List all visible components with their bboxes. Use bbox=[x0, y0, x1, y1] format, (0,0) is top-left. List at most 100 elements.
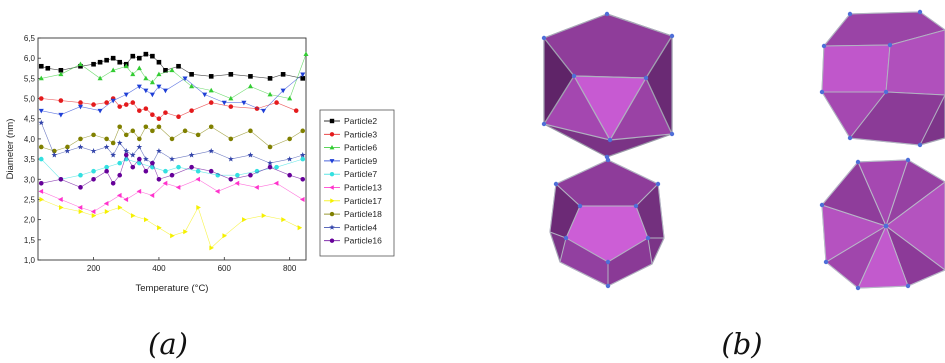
data-point bbox=[248, 74, 253, 79]
data-point bbox=[195, 168, 201, 174]
data-point bbox=[176, 164, 181, 170]
data-point bbox=[150, 53, 155, 59]
data-point bbox=[188, 152, 195, 158]
data-point bbox=[91, 168, 96, 174]
data-point bbox=[64, 148, 71, 154]
data-point bbox=[104, 100, 109, 105]
data-point bbox=[169, 67, 175, 73]
data-point bbox=[228, 136, 234, 142]
data-point bbox=[38, 75, 44, 81]
data-point bbox=[143, 124, 149, 130]
data-point bbox=[208, 168, 214, 174]
data-point bbox=[228, 72, 234, 77]
y-tick-label: 1,5 bbox=[24, 236, 36, 245]
data-point bbox=[156, 84, 162, 90]
data-point bbox=[261, 213, 267, 219]
data-point bbox=[38, 96, 44, 101]
data-point bbox=[59, 204, 64, 211]
data-point bbox=[189, 83, 195, 89]
data-point bbox=[38, 108, 44, 114]
data-point bbox=[280, 72, 286, 77]
legend-marker bbox=[329, 172, 335, 177]
data-point bbox=[267, 76, 273, 81]
data-point bbox=[183, 229, 188, 235]
data-point bbox=[104, 168, 109, 174]
data-point bbox=[221, 100, 227, 106]
data-point bbox=[248, 128, 253, 134]
legend-label: Particle9 bbox=[344, 156, 377, 166]
y-tick-label: 1,0 bbox=[24, 256, 36, 265]
data-point bbox=[45, 65, 51, 71]
data-point bbox=[123, 102, 129, 107]
x-tick-label: 400 bbox=[152, 264, 166, 273]
data-point bbox=[117, 59, 123, 65]
data-point bbox=[129, 152, 136, 158]
data-point bbox=[209, 245, 214, 251]
data-point bbox=[123, 92, 129, 98]
data-point bbox=[116, 192, 122, 198]
legend-entry: Particle9 bbox=[324, 156, 377, 166]
data-point bbox=[227, 156, 234, 162]
legend-entry: Particle17 bbox=[324, 196, 382, 206]
data-point bbox=[156, 148, 162, 154]
data-point bbox=[156, 71, 162, 77]
data-point bbox=[281, 217, 286, 223]
legend-marker bbox=[329, 159, 335, 164]
data-point bbox=[91, 61, 96, 67]
plot-frame bbox=[37, 37, 307, 261]
series-particle13 bbox=[38, 176, 305, 215]
data-point bbox=[208, 148, 215, 154]
data-point bbox=[300, 176, 306, 182]
data-point bbox=[78, 100, 83, 105]
data-point bbox=[235, 172, 240, 178]
x-axis-title: Temperature (°C) bbox=[136, 283, 209, 294]
y-tick-label: 2,0 bbox=[24, 216, 36, 225]
data-point bbox=[300, 128, 306, 134]
data-point bbox=[78, 185, 83, 190]
data-point bbox=[90, 209, 96, 215]
legend-label: Particle13 bbox=[344, 183, 382, 193]
data-point bbox=[182, 128, 188, 134]
data-point bbox=[208, 100, 214, 105]
data-point bbox=[90, 148, 97, 154]
data-point bbox=[130, 164, 136, 170]
legend-label: Particle6 bbox=[344, 143, 377, 153]
data-point bbox=[38, 188, 44, 194]
data-point bbox=[196, 204, 201, 211]
data-point bbox=[58, 71, 64, 77]
y-tick-label: 5,0 bbox=[24, 95, 36, 104]
data-point bbox=[300, 156, 306, 162]
series-layer bbox=[38, 51, 309, 251]
data-point bbox=[149, 92, 155, 98]
data-point bbox=[202, 92, 208, 98]
data-point bbox=[242, 217, 247, 223]
data-point bbox=[195, 176, 200, 182]
data-point bbox=[77, 204, 83, 211]
data-point bbox=[136, 143, 143, 150]
data-point bbox=[137, 156, 142, 162]
data-point bbox=[110, 140, 116, 146]
data-point bbox=[104, 209, 110, 215]
legend-marker bbox=[329, 185, 334, 190]
data-point bbox=[123, 63, 129, 69]
data-point bbox=[104, 164, 109, 170]
panel-label-a: (a) bbox=[148, 327, 188, 361]
series-particle17 bbox=[39, 196, 303, 251]
data-point bbox=[65, 144, 70, 150]
data-point bbox=[163, 168, 168, 174]
data-point bbox=[77, 104, 84, 110]
y-tick-label: 6,5 bbox=[24, 34, 36, 43]
data-point bbox=[143, 51, 149, 57]
data-point bbox=[91, 132, 96, 138]
series-particle16 bbox=[38, 152, 306, 190]
data-point bbox=[300, 76, 306, 81]
polyhedron-truncated bbox=[819, 9, 945, 148]
data-point bbox=[150, 112, 155, 117]
data-point bbox=[78, 172, 83, 178]
data-point bbox=[38, 156, 44, 162]
legend-entry: Particle16 bbox=[324, 236, 382, 246]
data-point bbox=[273, 180, 279, 186]
data-point bbox=[136, 188, 142, 194]
data-point bbox=[117, 124, 123, 130]
